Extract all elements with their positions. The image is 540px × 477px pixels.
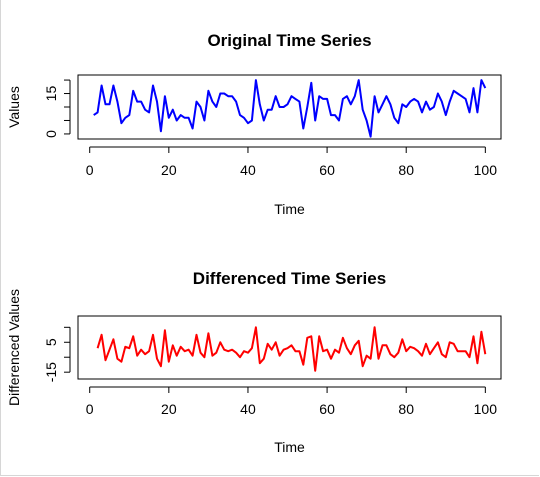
panel-1: Original Time Series 0 20 40 60 80 100 Time 0 15 V… [6,31,502,217]
x-tick-label: 40 [240,401,256,417]
x-tick-label: 80 [398,401,414,417]
plot-box [77,315,502,380]
y-axis: -15 5 [43,326,71,382]
x-axis: 0 20 40 60 80 100 [86,146,498,178]
y-axis: 0 15 [43,79,71,138]
x-tick-label: 0 [86,162,94,178]
x-tick-label: 100 [474,401,498,417]
series-line [93,79,487,138]
plot-box [77,74,502,140]
x-tick-label: 20 [161,401,177,417]
x-tick-label: 20 [161,162,177,178]
x-tick-label: 100 [474,162,498,178]
x-tick-label: 40 [240,162,256,178]
series-line [96,326,487,372]
y-tick-label: 0 [43,130,59,138]
x-tick-label: 80 [398,162,414,178]
y-axis-label: Values [6,86,22,128]
x-tick-label: 60 [319,401,335,417]
y-tick-label: 15 [43,86,59,102]
x-axis: 0 20 40 60 80 100 [86,386,498,417]
y-axis-label: Differenced Values [6,289,22,406]
x-tick-label: 0 [86,401,94,417]
x-axis-label: Time [274,201,305,217]
y-tick-label: -15 [43,362,59,382]
chart-title: Differenced Time Series [193,269,386,288]
chart-title: Original Time Series [207,31,371,50]
panel-2: Differenced Time Series 0 20 40 60 80 100 Time -… [6,269,502,455]
x-tick-label: 60 [319,162,335,178]
y-tick-label: 5 [43,338,59,346]
x-axis-label: Time [274,439,305,455]
